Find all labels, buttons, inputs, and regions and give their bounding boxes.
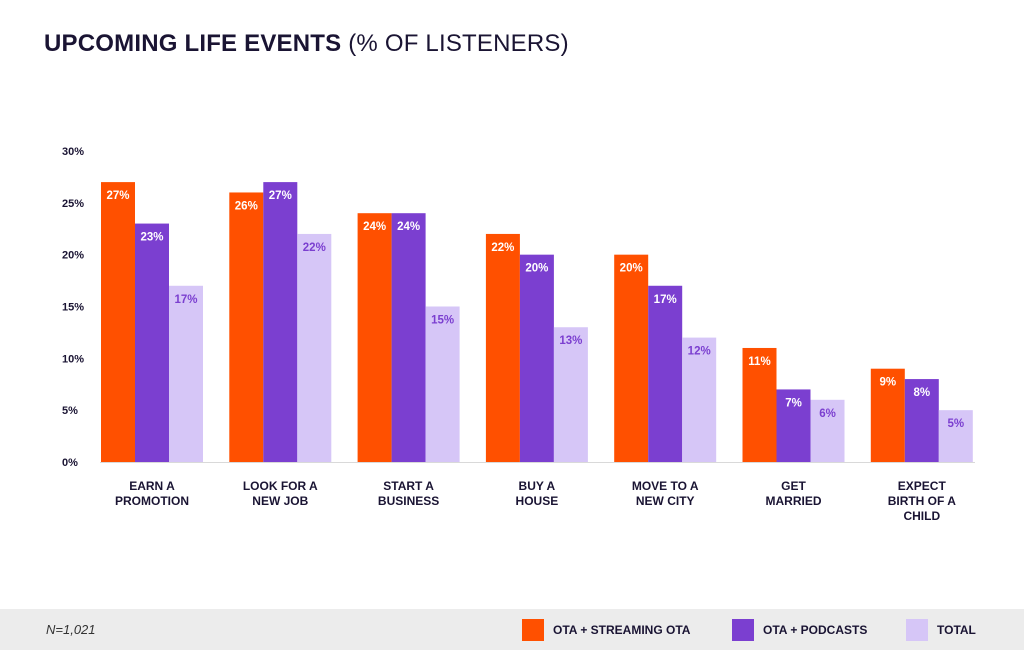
bar-value-label: 22%: [491, 242, 514, 254]
legend-label-ota-streaming: OTA + STREAMING OTA: [553, 623, 691, 637]
bar: [135, 223, 169, 462]
x-category-label: EXPECT: [898, 479, 947, 493]
bar: [101, 182, 135, 462]
bar-value-label: 22%: [303, 242, 326, 254]
y-tick-label: 25%: [62, 198, 84, 210]
bar: [297, 233, 332, 462]
chart-title: UPCOMING LIFE EVENTS (% OF LISTENERS): [44, 30, 569, 58]
bar-value-label: 27%: [106, 190, 129, 202]
bar-value-label: 15%: [431, 315, 454, 327]
x-category-label: START A: [383, 479, 434, 493]
y-tick-label: 15%: [62, 302, 84, 314]
legend-label-ota-podcasts: OTA + PODCASTS: [763, 623, 868, 637]
bar-value-label: 17%: [654, 294, 677, 306]
x-category-label: EARN A: [129, 479, 175, 493]
bar: [870, 368, 905, 462]
bar-value-label: 12%: [688, 346, 711, 358]
bar-value-label: 9%: [879, 377, 896, 389]
chart-title-light: (% OF LISTENERS): [348, 30, 569, 57]
bar-value-label: 26%: [235, 200, 258, 212]
bar-value-label: 13%: [559, 335, 582, 347]
bar: [776, 389, 811, 462]
bar: [357, 213, 392, 462]
legend-item-total: TOTAL: [906, 619, 976, 641]
legend-item-ota-podcasts: OTA + PODCASTS: [732, 619, 867, 641]
x-category-label: GET: [781, 479, 806, 493]
x-category-label: NEW JOB: [252, 494, 308, 508]
bar-value-label: 5%: [947, 418, 964, 430]
bar-value-label: 11%: [748, 356, 770, 368]
legend-swatch-total: [906, 619, 928, 641]
bar-value-label: 20%: [620, 263, 643, 275]
bar-value-label: 6%: [819, 408, 836, 420]
legend-item-ota-streaming: OTA + STREAMING OTA: [522, 619, 690, 641]
bar: [485, 233, 520, 462]
x-category-label: MOVE TO A: [632, 479, 699, 493]
y-tick-label: 30%: [62, 146, 84, 158]
x-category-label: CHILD: [903, 509, 940, 523]
x-category-label: NEW CITY: [636, 494, 695, 508]
bar: [742, 347, 777, 462]
bar: [169, 285, 203, 462]
bar: [682, 337, 717, 462]
x-category-label: PROMOTION: [115, 494, 189, 508]
chart-title-bold: UPCOMING LIFE EVENTS: [44, 30, 342, 57]
bar: [614, 254, 649, 462]
sample-size-note: N=1,021: [46, 622, 96, 637]
bar: [519, 254, 554, 462]
bar: [810, 399, 845, 462]
bar: [391, 213, 426, 462]
y-tick-label: 5%: [62, 405, 78, 417]
bar-value-label: 24%: [363, 221, 386, 233]
bar-value-label: 23%: [140, 232, 163, 244]
x-category-label: MARRIED: [766, 494, 822, 508]
bar-value-label: 27%: [269, 190, 292, 202]
x-category-label: BUY A: [519, 479, 556, 493]
bar: [229, 192, 264, 462]
bar: [425, 306, 460, 462]
legend-swatch-ota-podcasts: [732, 619, 754, 641]
bar-value-label: 8%: [913, 387, 930, 399]
bar: [553, 327, 588, 462]
bar: [938, 410, 973, 462]
bar-value-label: 24%: [397, 221, 420, 233]
x-category-label: BUSINESS: [378, 494, 439, 508]
x-category-label: LOOK FOR A: [243, 479, 318, 493]
x-category-label: HOUSE: [516, 494, 559, 508]
bar: [904, 379, 939, 462]
legend-label-total: TOTAL: [937, 623, 976, 637]
legend-swatch-ota-streaming: [522, 619, 544, 641]
y-tick-label: 0%: [62, 457, 78, 469]
bar: [263, 182, 298, 462]
y-tick-label: 20%: [62, 250, 84, 262]
bar-value-label: 7%: [785, 397, 802, 409]
bar-value-label: 20%: [525, 263, 548, 275]
bar-value-label: 17%: [174, 294, 197, 306]
bar: [648, 285, 683, 462]
bar-chart: 0% 5% 10% 15% 20% 25% 30% 27% 23% 17% EARN APROMOT…: [62, 146, 975, 523]
x-category-label: BIRTH OF A: [888, 494, 957, 508]
y-tick-label: 10%: [62, 353, 84, 365]
footer-bar: N=1,021 OTA + STREAMING OTA OTA + PODCAS…: [0, 609, 1024, 650]
